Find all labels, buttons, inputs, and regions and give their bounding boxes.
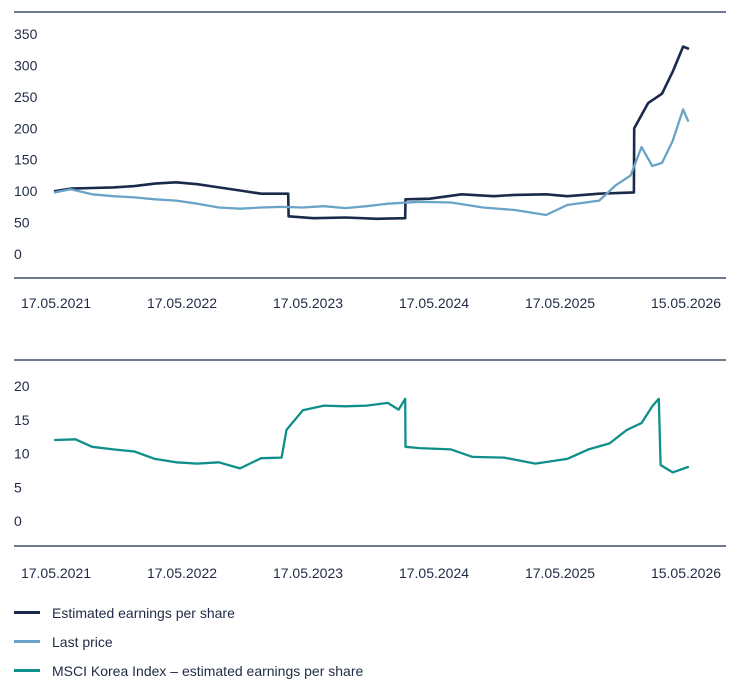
legend-swatch-msci xyxy=(14,669,40,672)
x-tick-label: 17.05.2024 xyxy=(399,565,469,581)
series-line-msci xyxy=(53,397,690,474)
y-tick-label: 350 xyxy=(14,26,38,42)
x-tick-label: 15.05.2026 xyxy=(651,565,721,581)
y-tick-label: 200 xyxy=(14,120,38,136)
series-line-price xyxy=(53,108,690,217)
chart-panel-1: 0 50 100 150 200 250 300 350 17.05.2021 17.05.202… xyxy=(14,11,726,311)
chart-panel-2: 0 5 10 15 20 17.05.2021 17.05.2022 17.05.2023 17… xyxy=(14,359,726,581)
legend-swatch-eps xyxy=(14,611,40,614)
legend-label-msci: MSCI Korea Index – estimated earnings pe… xyxy=(52,662,364,679)
y-tick-label: 250 xyxy=(14,89,38,105)
y-tick-label: 10 xyxy=(14,446,30,462)
x-tick-label: 17.05.2024 xyxy=(399,295,469,311)
x-tick-label: 15.05.2026 xyxy=(651,295,721,311)
legend-label-eps: Estimated earnings per share xyxy=(52,604,235,621)
legend-label-price: Last price xyxy=(52,633,113,650)
legend-item-price: Last price xyxy=(14,627,363,656)
y-tick-label: 150 xyxy=(14,152,38,168)
x-tick-label: 17.05.2021 xyxy=(21,295,91,311)
legend-item-eps: Estimated earnings per share xyxy=(14,598,363,627)
x-tick-label: 17.05.2022 xyxy=(147,295,217,311)
y-tick-label: 50 xyxy=(14,215,30,231)
x-tick-label: 17.05.2022 xyxy=(147,565,217,581)
legend: Estimated earnings per share Last price … xyxy=(14,598,363,685)
x-tick-label: 17.05.2025 xyxy=(525,295,595,311)
x-tick-label: 17.05.2021 xyxy=(21,565,91,581)
y-tick-label: 0 xyxy=(14,513,22,529)
legend-swatch-price xyxy=(14,640,40,643)
y-tick-label: 300 xyxy=(14,57,38,73)
x-tick-label: 17.05.2025 xyxy=(525,565,595,581)
y-tick-label: 15 xyxy=(14,412,30,428)
x-tick-label: 17.05.2023 xyxy=(273,295,343,311)
x-tick-label: 17.05.2023 xyxy=(273,565,343,581)
y-tick-label: 5 xyxy=(14,479,22,495)
legend-item-msci: MSCI Korea Index – estimated earnings pe… xyxy=(14,656,363,685)
y-tick-label: 20 xyxy=(14,378,30,394)
y-tick-label: 100 xyxy=(14,183,38,199)
series-line-eps xyxy=(53,45,690,221)
y-tick-label: 0 xyxy=(14,246,22,262)
